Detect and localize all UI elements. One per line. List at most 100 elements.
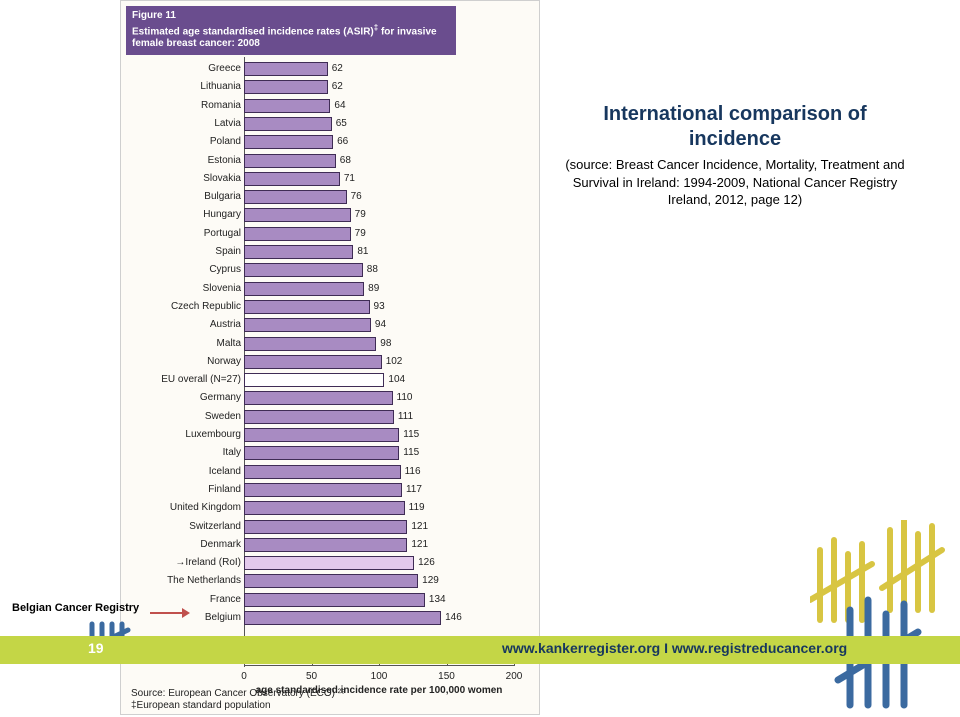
value-label: 115: [403, 427, 419, 443]
table-row: The Netherlands129: [121, 573, 541, 589]
value-label: 129: [422, 573, 439, 589]
category-label: Italy: [131, 445, 241, 461]
value-label: 71: [344, 171, 355, 187]
bar: [244, 355, 382, 369]
value-label: 134: [429, 592, 446, 608]
bar: [244, 611, 441, 625]
bar: [244, 190, 347, 204]
category-label: Iceland: [131, 464, 241, 480]
value-label: 121: [411, 537, 428, 553]
table-row: Denmark 121: [121, 537, 541, 553]
table-row: Spain 81: [121, 244, 541, 260]
bar: [244, 391, 393, 405]
bar: [244, 556, 414, 570]
table-row: Greece 62: [121, 61, 541, 77]
value-label: 93: [374, 299, 385, 315]
table-row: Slovenia89: [121, 281, 541, 297]
bar: [244, 428, 399, 442]
bar: [244, 520, 407, 534]
value-label: 68: [340, 153, 351, 169]
table-row: Norway 102: [121, 354, 541, 370]
table-row: Lithuania 62: [121, 79, 541, 95]
value-label: 102: [386, 354, 403, 370]
category-label: Poland: [131, 134, 241, 150]
value-label: 76: [351, 189, 362, 205]
table-row: Portugal 79: [121, 226, 541, 242]
slide: Figure 11Estimated age standardised inci…: [0, 0, 960, 717]
category-label: Finland: [131, 482, 241, 498]
table-row: United Kingdom119: [121, 500, 541, 516]
value-label: 79: [355, 226, 366, 242]
sidebar-text: International comparison of incidence (s…: [555, 102, 915, 209]
bar: [244, 538, 407, 552]
category-label: Romania: [131, 98, 241, 114]
table-row: Hungary79: [121, 207, 541, 223]
table-row: Austria94: [121, 317, 541, 333]
bar: [244, 154, 336, 168]
table-row: Iceland116: [121, 464, 541, 480]
value-label: 88: [367, 262, 378, 278]
figure-caption: Figure 11Estimated age standardised inci…: [126, 6, 456, 55]
table-row: Czech Republic 93: [121, 299, 541, 315]
bar: [244, 574, 418, 588]
category-label: Czech Republic: [131, 299, 241, 315]
footer-url-2: www.registreducancer.org: [672, 640, 847, 656]
category-label: Denmark: [131, 537, 241, 553]
figure-source: Source: European Cancer Observatory (ECO…: [131, 688, 345, 712]
category-label: United Kingdom: [131, 500, 241, 516]
slide-number: 19: [88, 640, 104, 656]
value-label: 110: [397, 390, 413, 406]
table-row: Cyprus88: [121, 262, 541, 278]
value-label: 94: [375, 317, 386, 333]
table-row: Malta98: [121, 336, 541, 352]
x-tick: 150: [438, 671, 455, 682]
table-row: Germany 110: [121, 390, 541, 406]
bar: [244, 172, 340, 186]
bcr-label: Belgian Cancer Registry: [12, 602, 139, 614]
bar: [244, 300, 370, 314]
value-label: 62: [332, 61, 343, 77]
category-label: Norway: [131, 354, 241, 370]
category-label: Greece: [131, 61, 241, 77]
category-label: Germany: [131, 390, 241, 406]
figure-source-line2: ‡European standard population: [131, 700, 271, 711]
category-label: Lithuania: [131, 79, 241, 95]
bar-chart: Greece 62 Lithuania 62 Romania 64 Latvia65 Pola…: [121, 57, 541, 647]
table-row: EU overall (N=27) 104: [121, 372, 541, 388]
comparison-title: International comparison of incidence: [555, 102, 915, 152]
category-label: →Ireland (RoI): [131, 555, 241, 571]
bar: [244, 446, 399, 460]
table-row: Latvia65: [121, 116, 541, 132]
value-label: 89: [368, 281, 379, 297]
bar: [244, 483, 402, 497]
value-label: 66: [337, 134, 348, 150]
footer-sep: I: [660, 640, 672, 656]
value-label: 117: [406, 482, 422, 498]
bar: [244, 410, 394, 424]
bar: [244, 117, 332, 131]
value-label: 65: [336, 116, 347, 132]
category-label: Bulgaria: [131, 189, 241, 205]
bar: [244, 282, 364, 296]
bar: [244, 318, 371, 332]
value-label: 126: [418, 555, 435, 571]
value-label: 64: [334, 98, 345, 114]
category-label: Switzerland: [131, 519, 241, 535]
category-label: Sweden: [131, 409, 241, 425]
bar: [244, 373, 384, 387]
category-label: Spain: [131, 244, 241, 260]
x-tick: 100: [371, 671, 388, 682]
value-label: 121: [411, 519, 428, 535]
bar: [244, 80, 328, 94]
arrow-icon: [150, 606, 190, 624]
bar: [244, 337, 376, 351]
category-label: Portugal: [131, 226, 241, 242]
bar: [244, 99, 330, 113]
category-label: Malta: [131, 336, 241, 352]
category-label: EU overall (N=27): [131, 372, 241, 388]
value-label: 62: [332, 79, 343, 95]
value-label: 81: [357, 244, 368, 260]
value-label: 79: [355, 207, 366, 223]
value-label: 104: [388, 372, 405, 388]
table-row: Romania 64: [121, 98, 541, 114]
